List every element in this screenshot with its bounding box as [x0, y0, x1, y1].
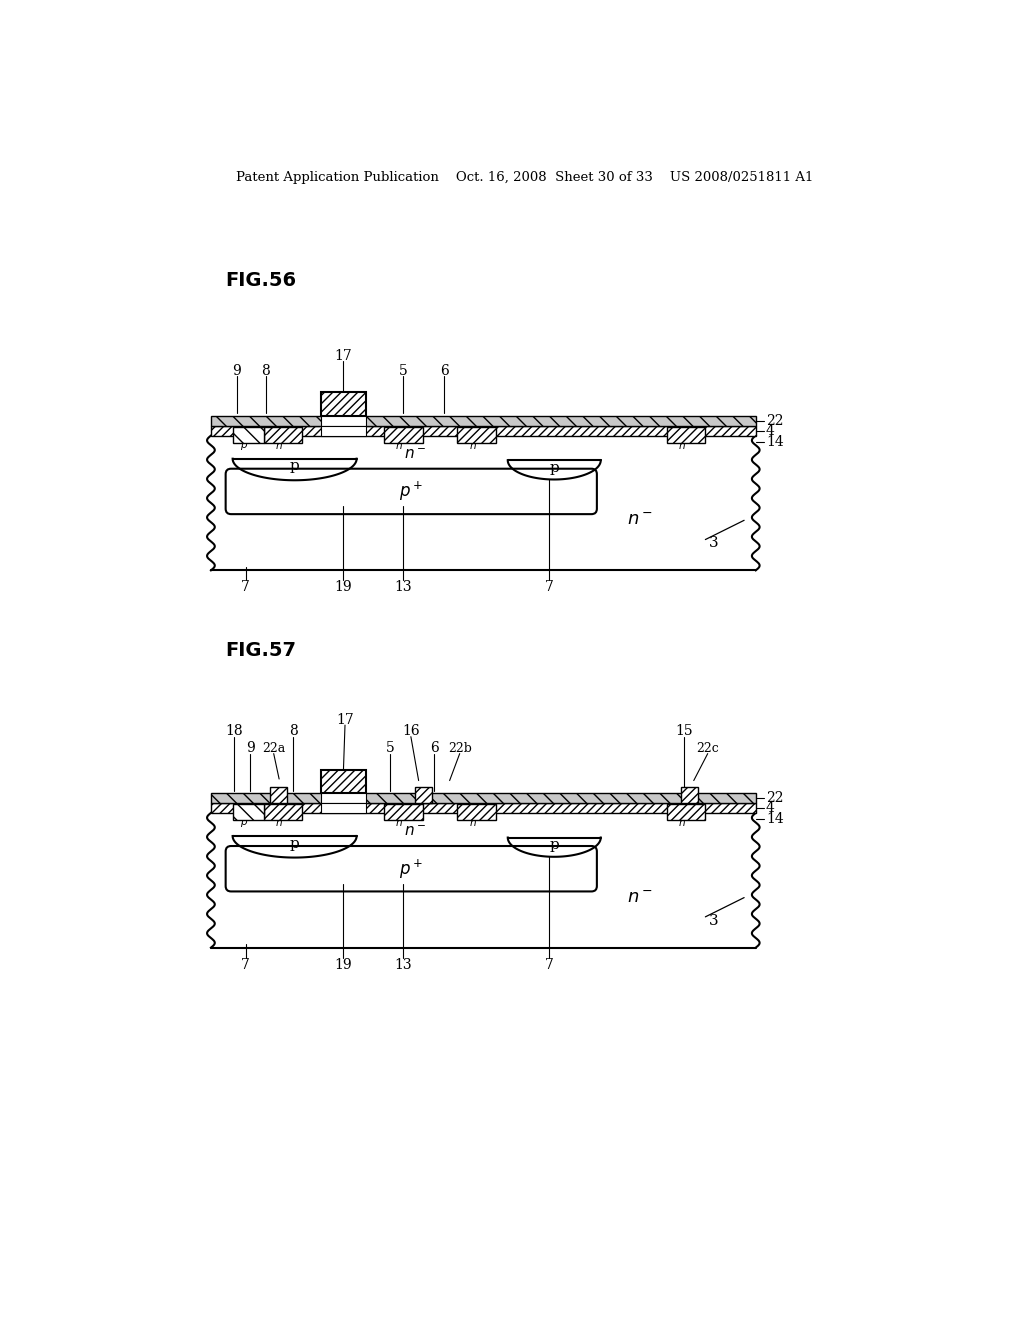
- Text: 22: 22: [766, 791, 783, 805]
- Text: 13: 13: [394, 581, 412, 594]
- Bar: [232, 428, 263, 442]
- Bar: [384, 804, 423, 820]
- Bar: [384, 428, 423, 442]
- Bar: [211, 803, 756, 813]
- Text: 17: 17: [336, 713, 354, 727]
- Bar: [321, 416, 366, 425]
- Bar: [458, 428, 496, 442]
- Text: FIG.56: FIG.56: [225, 272, 296, 290]
- Bar: [211, 425, 756, 436]
- Text: $n^-$: $n^-$: [627, 511, 652, 529]
- Text: 17: 17: [335, 348, 352, 363]
- FancyBboxPatch shape: [225, 846, 597, 891]
- Text: 13: 13: [394, 957, 412, 972]
- Text: $p^+$: $p^+$: [241, 438, 256, 453]
- Text: 7: 7: [242, 581, 250, 594]
- Text: 8: 8: [261, 364, 270, 378]
- Bar: [263, 804, 302, 820]
- Text: $n^+$: $n^+$: [275, 816, 291, 829]
- Text: 3: 3: [710, 536, 719, 550]
- Bar: [458, 804, 496, 820]
- Bar: [415, 787, 432, 803]
- Text: 4: 4: [766, 424, 775, 438]
- Text: 5: 5: [386, 742, 394, 755]
- Bar: [321, 425, 366, 436]
- Text: $p^+$: $p^+$: [398, 480, 423, 503]
- Text: $n^+$: $n^+$: [395, 440, 411, 453]
- Text: 7: 7: [545, 581, 553, 594]
- Bar: [263, 428, 302, 442]
- Text: p: p: [290, 837, 299, 850]
- Text: $n^+$: $n^+$: [469, 440, 484, 453]
- Text: $n^+$: $n^+$: [678, 816, 694, 829]
- Bar: [211, 793, 756, 803]
- Text: 14: 14: [766, 434, 783, 449]
- Text: 7: 7: [545, 957, 553, 972]
- Text: 22: 22: [766, 414, 783, 428]
- Text: p: p: [549, 838, 559, 853]
- Text: $p^+$: $p^+$: [241, 816, 256, 830]
- Text: 8: 8: [289, 725, 297, 738]
- Text: 22b: 22b: [447, 742, 472, 755]
- Text: 14: 14: [766, 812, 783, 826]
- Text: 15: 15: [676, 725, 693, 738]
- Text: $p^+$: $p^+$: [398, 858, 423, 880]
- Text: $n^+$: $n^+$: [469, 816, 484, 829]
- Text: 3: 3: [710, 913, 719, 928]
- Bar: [232, 804, 263, 820]
- Bar: [270, 787, 287, 803]
- Text: 7: 7: [242, 957, 250, 972]
- Text: Patent Application Publication    Oct. 16, 2008  Sheet 30 of 33    US 2008/02518: Patent Application Publication Oct. 16, …: [237, 172, 813, 185]
- Bar: [321, 770, 366, 793]
- Text: $n^+$: $n^+$: [395, 816, 411, 829]
- Text: 6: 6: [440, 364, 449, 378]
- Text: 19: 19: [335, 581, 352, 594]
- Bar: [211, 416, 756, 425]
- Text: p: p: [290, 459, 299, 474]
- Text: $n^+$: $n^+$: [678, 440, 694, 453]
- Text: $n^-$: $n^-$: [403, 447, 426, 462]
- Text: 22c: 22c: [696, 742, 719, 755]
- Bar: [667, 804, 706, 820]
- Bar: [321, 803, 366, 813]
- Text: 4: 4: [766, 801, 775, 816]
- Text: $n^-$: $n^-$: [403, 825, 426, 840]
- Text: 22a: 22a: [262, 742, 286, 755]
- Bar: [321, 392, 366, 416]
- Text: 18: 18: [225, 725, 243, 738]
- Bar: [667, 428, 706, 442]
- Bar: [321, 793, 366, 803]
- Text: 6: 6: [430, 742, 438, 755]
- Bar: [681, 787, 697, 803]
- Text: FIG.57: FIG.57: [225, 642, 296, 660]
- Text: 19: 19: [335, 957, 352, 972]
- Text: $n^+$: $n^+$: [275, 440, 291, 453]
- Text: 5: 5: [398, 364, 408, 378]
- Text: 9: 9: [232, 364, 241, 378]
- Text: $n^-$: $n^-$: [627, 888, 652, 907]
- FancyBboxPatch shape: [225, 469, 597, 515]
- Text: 16: 16: [402, 725, 420, 738]
- Text: 9: 9: [246, 742, 255, 755]
- Text: p: p: [549, 461, 559, 475]
